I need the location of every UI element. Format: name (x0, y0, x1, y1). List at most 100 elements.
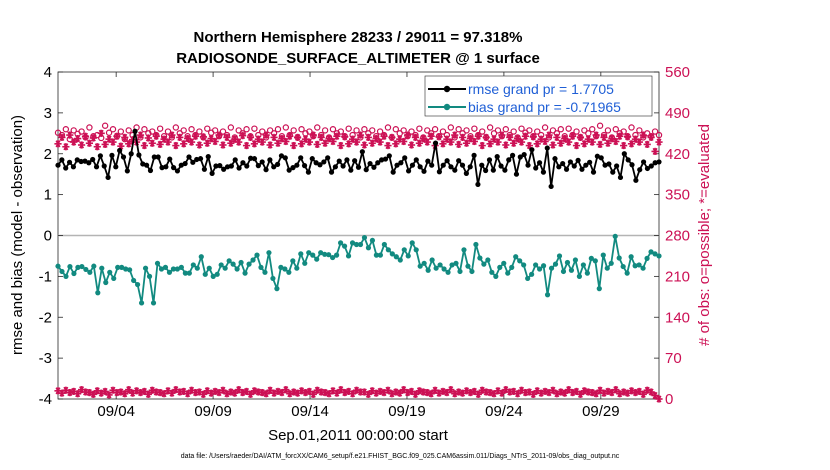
obs-evaluated-marker (372, 134, 380, 143)
rmse-point (398, 160, 404, 166)
rmse-point (587, 159, 593, 165)
obs-surface-marker (529, 390, 537, 398)
obs-surface-marker (490, 390, 498, 398)
bias-point (644, 255, 650, 261)
obs-possible-marker (353, 127, 360, 134)
bias-point (393, 254, 399, 260)
bias-point (473, 241, 479, 248)
bias-point (616, 255, 622, 261)
bias-point (596, 286, 602, 292)
bias-point (449, 262, 455, 268)
bias-point (369, 237, 376, 244)
bias-point (576, 273, 582, 279)
rmse-point (101, 163, 107, 169)
obs-possible-marker (612, 126, 619, 133)
obs-evaluated-marker (616, 132, 624, 140)
obs-surface-marker (396, 389, 404, 397)
obs-evaluated-marker (612, 137, 620, 146)
bias-point (142, 265, 149, 271)
obs-surface-marker (156, 388, 164, 397)
obs-evaluated-marker (651, 147, 659, 156)
rmse-point (448, 164, 454, 170)
rmse-point (490, 167, 496, 173)
obs-evaluated-marker (144, 134, 152, 142)
rmse-point (209, 170, 215, 176)
obs-possible-marker (105, 129, 113, 136)
rmse-point (494, 154, 500, 160)
obs-evaluated-marker (101, 140, 109, 149)
obs-possible-marker (486, 124, 494, 131)
obs-possible-marker (502, 126, 510, 133)
obs-surface-marker (58, 389, 66, 397)
obs-evaluated-marker (352, 138, 361, 146)
obs-evaluated-marker (451, 131, 459, 139)
rmse-point (629, 162, 635, 168)
bias-point (186, 270, 192, 276)
obs-evaluated-marker (462, 139, 471, 147)
bias-point (409, 240, 415, 246)
rmse-point (456, 158, 462, 164)
y-tick-label: -3 (39, 350, 52, 367)
bias-point (413, 247, 419, 253)
obs-evaluated-marker (297, 140, 306, 148)
obs-surface-marker (612, 386, 620, 394)
rmse-point (136, 152, 142, 158)
obs-surface-marker (592, 390, 600, 398)
obs-evaluated-marker (549, 141, 557, 149)
obs-evaluated-marker (510, 139, 518, 147)
obs-possible-marker (298, 126, 305, 133)
obs-evaluated-marker (235, 138, 243, 146)
obs-evaluated-marker (164, 138, 172, 146)
bias-point (357, 241, 364, 248)
rmse-point (213, 163, 219, 169)
bias-point (158, 266, 165, 272)
bias-point (230, 261, 236, 267)
bias-point (401, 247, 407, 253)
bias-point (182, 270, 188, 276)
bias-point (381, 241, 387, 248)
bias-point (115, 264, 121, 270)
obs-evaluated-marker (227, 139, 235, 147)
obs-possible-marker (510, 128, 517, 135)
bias-point (453, 260, 459, 266)
obs-evaluated-marker (482, 133, 490, 141)
obs-evaluated-marker (309, 131, 317, 139)
bias-point (636, 262, 642, 268)
bias-point (238, 259, 244, 266)
obs-possible-marker (447, 124, 455, 131)
obs-possible-marker (589, 126, 596, 133)
rmse-point (352, 158, 358, 164)
rmse-point (560, 160, 566, 167)
legend-rmse-marker (443, 85, 451, 93)
obs-evaluated-marker (286, 132, 294, 140)
obs-surface-marker (144, 390, 152, 398)
bias-point (429, 257, 435, 263)
obs-possible-marker (204, 125, 211, 132)
bias-point (584, 270, 590, 276)
rmse-point (113, 164, 119, 170)
obs-surface-marker (651, 391, 659, 400)
y-right-tick-label: 0 (665, 391, 673, 408)
obs-possible-marker (86, 124, 93, 131)
obs-surface-marker (561, 389, 569, 397)
bias-point (337, 240, 344, 246)
rmse-point (432, 140, 439, 146)
rmse-point (325, 155, 331, 161)
obs-possible-marker (125, 127, 132, 134)
obs-evaluated-marker (592, 131, 600, 139)
obs-evaluated-marker (411, 133, 420, 141)
obs-surface-marker (576, 390, 585, 398)
obs-surface-marker (89, 390, 97, 398)
rmse-point (355, 164, 362, 170)
bias-point (568, 267, 575, 273)
obs-evaluated-marker (498, 131, 506, 139)
obs-possible-marker (565, 125, 572, 132)
rmse-point (228, 163, 234, 169)
rmse-point (309, 156, 315, 162)
rmse-point (590, 169, 597, 175)
obs-surface-marker (568, 388, 577, 397)
obs-evaluated-marker (223, 133, 231, 141)
obs-possible-marker (219, 128, 227, 135)
obs-evaluated-marker (184, 134, 192, 143)
